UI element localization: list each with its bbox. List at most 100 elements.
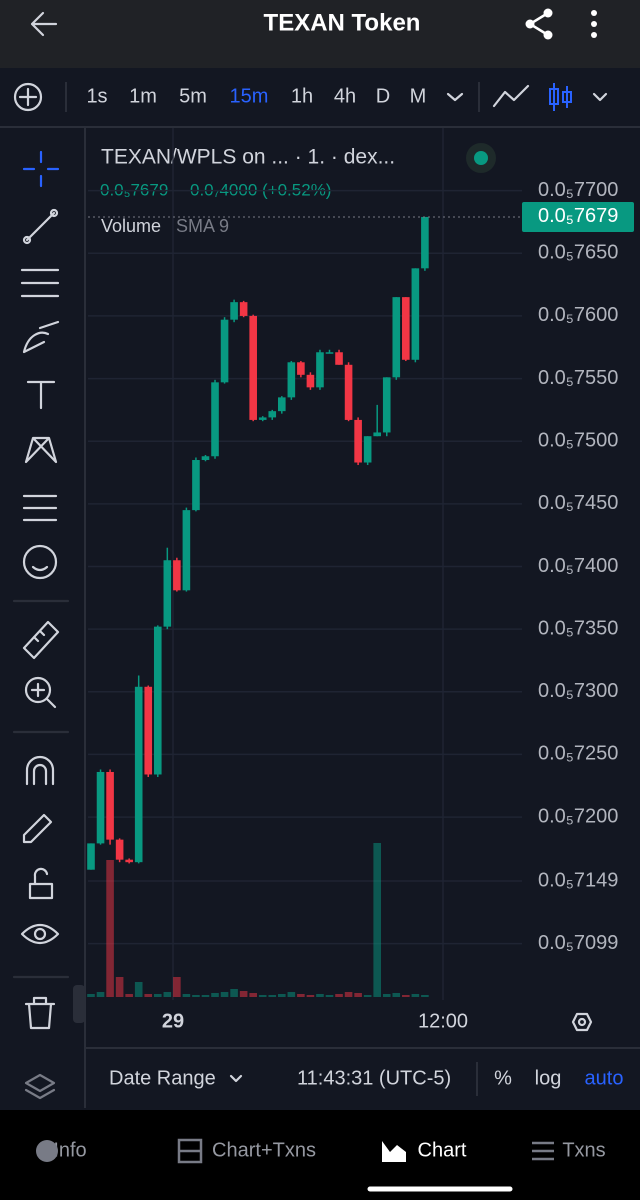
- candle-body: [96, 771, 105, 844]
- chart-type-menu[interactable]: [592, 92, 608, 102]
- volume-bar: [402, 995, 410, 997]
- volume-bar: [316, 994, 324, 997]
- candle-body: [134, 686, 143, 863]
- volume-bar: [373, 843, 381, 997]
- interval-button[interactable]: 1s: [86, 85, 107, 107]
- interval-button[interactable]: 4h: [334, 85, 356, 107]
- scale-option[interactable]: auto: [585, 1067, 624, 1089]
- y-tick-label: 0.0₅7350: [538, 617, 618, 639]
- volume-bar: [325, 995, 334, 997]
- tab[interactable]: Chart: [418, 1139, 467, 1161]
- brush-tool[interactable]: [22, 320, 60, 354]
- interval-button[interactable]: 1m: [129, 85, 157, 107]
- interval-button[interactable]: 1h: [291, 85, 313, 107]
- tab-icon: [36, 1140, 58, 1162]
- lock-draw-tool[interactable]: [22, 813, 53, 844]
- chart-settings[interactable]: [571, 1012, 593, 1032]
- pattern-tool[interactable]: [24, 436, 58, 464]
- volume-bar: [335, 994, 343, 997]
- date-range-menu[interactable]: [229, 1074, 243, 1083]
- crosshair-tool[interactable]: [22, 150, 60, 188]
- layers-tool[interactable]: [24, 1073, 56, 1100]
- more-button[interactable]: [591, 10, 597, 38]
- fib-tool[interactable]: [20, 268, 60, 298]
- y-tick-label: 0.0₅7650: [538, 242, 618, 264]
- candle-body: [297, 362, 305, 375]
- volume-bar: [115, 977, 124, 997]
- back-button[interactable]: [30, 11, 58, 37]
- volume-bar: [278, 994, 286, 997]
- volume-bar: [201, 995, 210, 997]
- candle-body: [421, 216, 429, 269]
- volume-bar: [230, 989, 238, 997]
- delete-tool[interactable]: [24, 996, 56, 1030]
- collapse-toolbar[interactable]: [73, 985, 85, 1023]
- volume-bar: [144, 994, 153, 997]
- trend-line-tool[interactable]: [22, 208, 59, 245]
- text-tool[interactable]: [26, 380, 56, 410]
- candle-body: [173, 560, 181, 591]
- interval-button[interactable]: 15m: [230, 85, 269, 107]
- volume-bar: [134, 982, 143, 997]
- candle-body: [201, 456, 210, 461]
- ruler-tool[interactable]: [22, 620, 60, 660]
- prediction-tool[interactable]: [22, 494, 58, 522]
- volume-bar: [220, 992, 229, 997]
- candle-body: [373, 432, 381, 437]
- tab[interactable]: Txns: [562, 1139, 605, 1161]
- zoom-tool[interactable]: [24, 676, 57, 709]
- interval-button[interactable]: D: [376, 85, 390, 107]
- price-tag: [522, 201, 634, 232]
- scale-option[interactable]: log: [535, 1067, 562, 1089]
- y-tick-label: 0.0₅7450: [538, 492, 618, 514]
- y-tick-label: 0.0₅7250: [538, 743, 618, 765]
- candle-body: [211, 382, 219, 457]
- tab[interactable]: Info: [53, 1139, 86, 1161]
- volume-bar: [297, 994, 305, 997]
- volume-bar: [354, 993, 362, 997]
- clock: 11:43:31 (UTC-5): [297, 1067, 451, 1089]
- scale-option[interactable]: %: [494, 1067, 512, 1089]
- candle-body: [402, 297, 410, 360]
- emoji-tool[interactable]: [22, 544, 58, 580]
- volume-bar: [96, 992, 105, 997]
- y-tick-label: 0.0₅7500: [538, 429, 618, 451]
- candle-body: [115, 839, 124, 860]
- tab-bar: [0, 1110, 640, 1200]
- candle-body: [163, 560, 172, 627]
- volume-bar: [182, 994, 191, 997]
- share-button[interactable]: [525, 8, 553, 40]
- price-tag-label: 0.0₅7679: [538, 205, 618, 227]
- date-range-button[interactable]: Date Range: [109, 1067, 216, 1089]
- drawing-tools: [12, 150, 70, 1100]
- y-tick-label: 0.0₅7600: [538, 304, 618, 326]
- add-indicator[interactable]: [13, 82, 43, 112]
- magnet-tool[interactable]: [25, 755, 55, 786]
- unlock-tool[interactable]: [28, 867, 54, 900]
- tab[interactable]: Chart+Txns: [212, 1139, 316, 1161]
- candle-body: [354, 419, 362, 463]
- y-tick-label: 0.0₅7400: [538, 555, 618, 577]
- candle-body: [278, 397, 286, 412]
- candle-chart-button[interactable]: [549, 83, 572, 111]
- interval-button[interactable]: M: [410, 85, 427, 107]
- line-chart-button[interactable]: [492, 84, 530, 108]
- x-tick-label: 12:00: [418, 1010, 468, 1032]
- candle-body: [153, 626, 162, 775]
- volume-bar: [382, 994, 391, 997]
- candle-body: [411, 268, 420, 360]
- chart-settings: [577, 1017, 587, 1027]
- interval-button[interactable]: 5m: [179, 85, 207, 107]
- volume-bar: [211, 993, 219, 997]
- volume-bar: [125, 994, 133, 997]
- visibility-tool[interactable]: [20, 923, 60, 945]
- app-bar: [0, 0, 640, 68]
- candle-body: [106, 771, 114, 840]
- y-tick-label: 0.0₅7149: [538, 869, 618, 891]
- interval-menu[interactable]: [446, 92, 464, 102]
- candle-body: [192, 460, 200, 511]
- candle-body: [363, 436, 372, 463]
